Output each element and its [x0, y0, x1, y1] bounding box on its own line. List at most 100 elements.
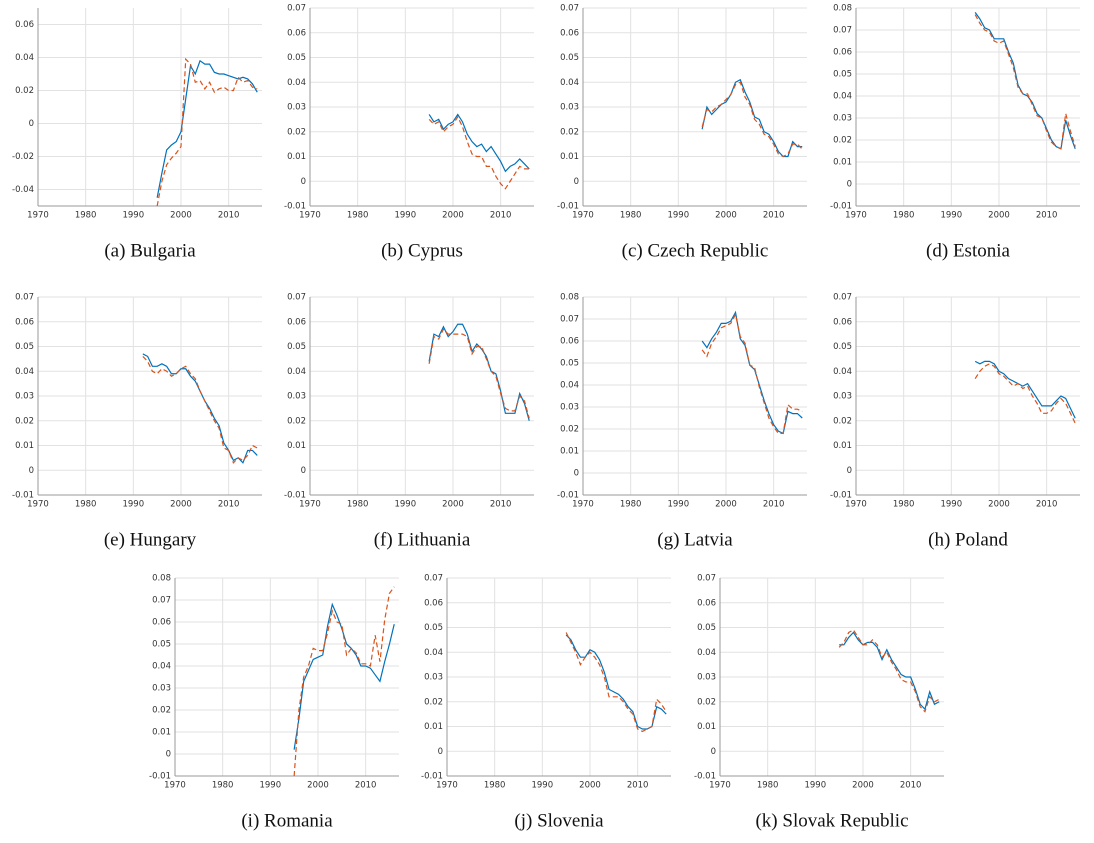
y-tick-label: 0.07	[697, 574, 716, 584]
caption: (e) Hungary	[104, 529, 197, 550]
y-tick-label: 0.08	[152, 574, 171, 584]
caption: (f) Lithuania	[374, 529, 471, 550]
y-tick-label: -0.01	[284, 491, 306, 501]
y-tick-label: 0.03	[833, 392, 852, 402]
caption: (k) Slovak Republic	[755, 810, 908, 831]
x-tick-label: 1990	[667, 500, 689, 510]
y-tick-label: 0.04	[287, 78, 306, 88]
y-tick-label: 0.07	[287, 293, 306, 303]
series-line	[142, 355, 258, 464]
y-tick-label: -0.02	[12, 152, 34, 162]
x-tick-label: 2000	[442, 500, 464, 510]
x-tick-label: 1970	[845, 500, 867, 510]
x-tick-label: 1970	[299, 211, 321, 221]
y-tick-label: 0.06	[697, 598, 716, 608]
y-tick-label: 0.05	[287, 53, 306, 63]
y-tick-label: 0	[711, 747, 716, 757]
y-tick-label: 0.01	[833, 158, 852, 168]
series-line	[428, 115, 530, 190]
y-tick-label: 0.08	[560, 293, 579, 303]
y-tick-label: 0.07	[833, 293, 852, 303]
y-tick-label: 0.05	[424, 623, 443, 633]
series-line	[974, 14, 1076, 150]
x-tick-label: 1980	[75, 211, 97, 221]
caption: (c) Czech Republic	[622, 240, 769, 261]
y-tick-label: -0.01	[830, 202, 852, 212]
y-tick-label: 0.04	[287, 367, 306, 377]
series-line	[428, 323, 530, 421]
y-tick-label: 0.05	[560, 53, 579, 63]
y-tick-label: 0.05	[833, 70, 852, 80]
x-tick-label: 2000	[988, 500, 1010, 510]
x-tick-label: 1970	[709, 781, 731, 791]
x-tick-label: 1970	[436, 781, 458, 791]
x-tick-label: 2010	[900, 781, 922, 791]
x-tick-label: 2010	[218, 211, 240, 221]
x-tick-label: 1980	[212, 781, 234, 791]
x-tick-label: 1970	[572, 211, 594, 221]
x-tick-label: 1990	[394, 211, 416, 221]
y-tick-label: 0.02	[287, 416, 306, 426]
y-tick-label: 0.02	[560, 127, 579, 137]
y-tick-label: 0.01	[833, 441, 852, 451]
x-tick-label: 2010	[490, 211, 512, 221]
y-tick-label: -0.01	[149, 772, 171, 782]
y-tick-label: 0.03	[15, 392, 34, 402]
y-tick-label: -0.01	[12, 491, 34, 501]
y-tick-label: 0.02	[697, 697, 716, 707]
y-tick-label: 0.06	[152, 618, 171, 628]
y-tick-label: 0.02	[15, 416, 34, 426]
x-tick-label: 1970	[299, 500, 321, 510]
series-line	[974, 363, 1076, 424]
x-tick-label: 1980	[484, 781, 506, 791]
x-tick-label: 1980	[893, 211, 915, 221]
x-tick-label: 1980	[620, 500, 642, 510]
x-tick-label: 1970	[27, 500, 49, 510]
y-tick-label: 0.02	[424, 697, 443, 707]
y-tick-label: 0.04	[15, 367, 34, 377]
y-tick-label: 0.02	[15, 86, 34, 96]
y-tick-label: 0.04	[560, 381, 579, 391]
y-tick-label: 0.03	[287, 392, 306, 402]
x-tick-label: 1970	[572, 500, 594, 510]
y-tick-label: 0.06	[15, 20, 34, 30]
caption: (j) Slovenia	[514, 810, 604, 831]
y-tick-label: 0.07	[560, 4, 579, 14]
x-tick-label: 2010	[218, 500, 240, 510]
y-tick-label: 0.03	[560, 403, 579, 413]
y-tick-label: 0.04	[833, 367, 852, 377]
y-tick-label: 0.02	[833, 136, 852, 146]
y-tick-label: -0.04	[12, 185, 34, 195]
x-tick-label: 2000	[715, 500, 737, 510]
y-tick-label: 0.08	[833, 4, 852, 14]
x-tick-label: 2000	[307, 781, 329, 791]
y-tick-label: -0.01	[421, 772, 443, 782]
series-line	[701, 81, 803, 158]
series-line	[156, 57, 258, 207]
y-tick-label: 0.04	[424, 648, 443, 658]
y-tick-label: 0	[301, 177, 306, 187]
x-tick-label: 1980	[347, 211, 369, 221]
x-tick-label: 2000	[988, 211, 1010, 221]
x-tick-label: 2010	[627, 781, 649, 791]
y-tick-label: 0.05	[697, 623, 716, 633]
y-tick-label: 0.03	[424, 673, 443, 683]
y-tick-label: 0	[847, 466, 852, 476]
x-tick-label: 1970	[845, 211, 867, 221]
y-tick-label: 0.02	[560, 425, 579, 435]
y-tick-label: 0.04	[560, 78, 579, 88]
y-tick-label: 0.07	[152, 596, 171, 606]
y-tick-label: 0.07	[560, 315, 579, 325]
y-tick-label: 0.07	[15, 293, 34, 303]
y-tick-label: 0.04	[697, 648, 716, 658]
series-line	[156, 59, 258, 198]
y-tick-label: 0.03	[152, 684, 171, 694]
series-line	[839, 631, 940, 711]
y-tick-label: 0.06	[833, 48, 852, 58]
x-tick-label: 2010	[490, 500, 512, 510]
x-tick-label: 1980	[757, 781, 779, 791]
x-tick-label: 2000	[715, 211, 737, 221]
series-line	[838, 629, 940, 713]
series-line	[293, 586, 395, 777]
